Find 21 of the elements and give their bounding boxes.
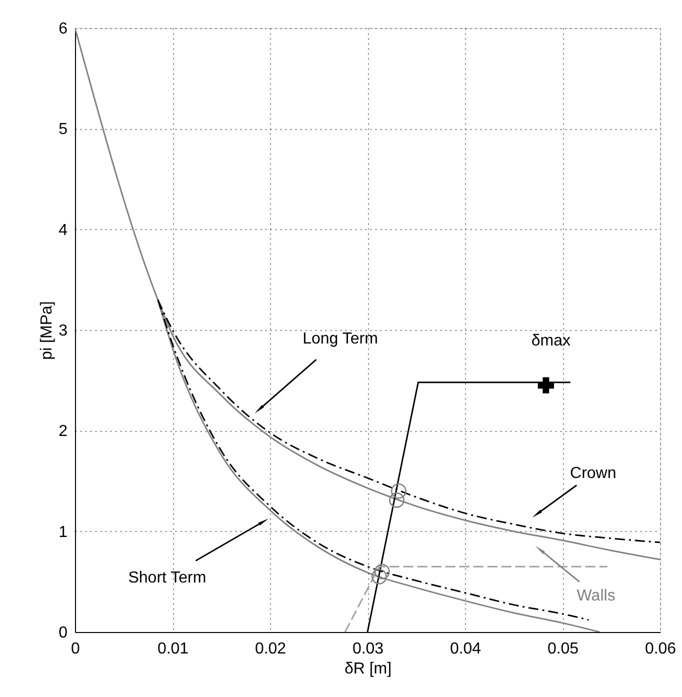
x-axis-title: δR [m] [344,660,392,678]
y-tick-label: 4 [58,222,68,239]
y-tick-label: 5 [58,121,68,138]
x-tick-label: 0.02 [254,640,286,658]
annotation: Short Term [128,569,206,586]
y-tick-label: 1 [58,524,68,541]
annotation: Walls [576,587,616,604]
annotation: Long Term [302,330,378,348]
x-tick-label: 0 [71,640,80,658]
x-tick-label: 0.04 [450,640,482,658]
y-tick-label: 3 [58,322,68,340]
x-tick-label: 0.01 [157,640,189,658]
x-tick-label: 0.03 [352,640,384,658]
y-axis-title: pi [MPa] [38,301,56,360]
annotation: Crown [570,465,616,482]
y-tick-label: 6 [58,20,68,38]
y-tick-label: 2 [58,423,68,440]
y-tick-label: 0 [58,624,68,642]
annotation: δmax [531,332,570,350]
x-tick-label: 0.06 [644,640,676,658]
x-tick-label: 0.05 [547,640,579,658]
